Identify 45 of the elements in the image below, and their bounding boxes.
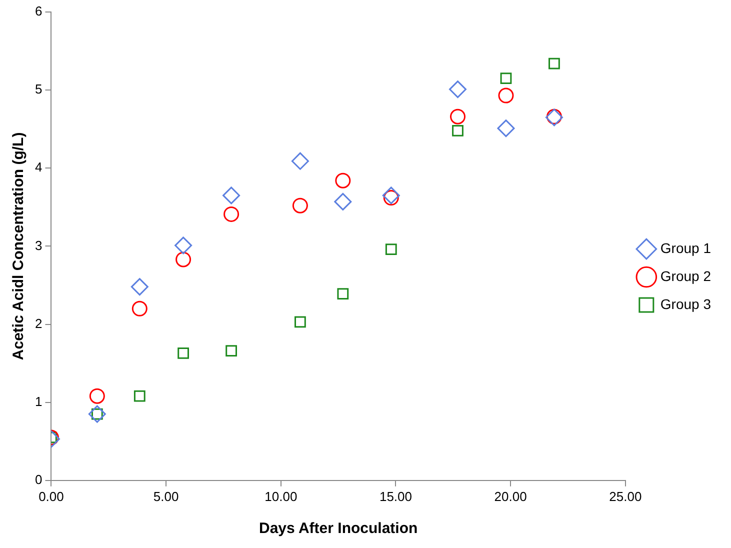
point xyxy=(89,388,105,404)
y-tick-label: 3 xyxy=(34,238,42,253)
point xyxy=(450,108,466,124)
y-tick-label: 2 xyxy=(34,316,42,331)
y-tick-label: 1 xyxy=(34,394,42,409)
point xyxy=(498,88,514,104)
x-tick-label: 5.00 xyxy=(153,488,179,504)
point xyxy=(337,288,349,300)
point xyxy=(291,152,309,170)
legend-label: Group 1 xyxy=(660,240,712,256)
point xyxy=(292,198,308,214)
y-tick-label: 4 xyxy=(34,160,42,175)
y-tick-label: 5 xyxy=(34,82,42,97)
point xyxy=(294,316,306,328)
x-tick-label: 15.00 xyxy=(379,488,412,504)
point xyxy=(132,300,148,316)
point xyxy=(224,206,240,222)
point xyxy=(176,252,192,268)
x-tick-label: 10.00 xyxy=(264,488,298,504)
point xyxy=(383,190,399,206)
point xyxy=(385,244,397,256)
x-axis-title: Days After Inoculation xyxy=(259,520,418,538)
x-tick-label: 25.00 xyxy=(609,488,642,504)
point xyxy=(335,172,351,188)
point xyxy=(449,80,467,98)
point xyxy=(497,120,515,138)
legend-label: Group 3 xyxy=(660,296,712,312)
point xyxy=(134,390,146,402)
point xyxy=(88,405,106,423)
point xyxy=(178,347,189,359)
x-tick-label: 20.00 xyxy=(494,488,527,504)
point xyxy=(334,192,352,210)
point xyxy=(382,186,400,204)
point xyxy=(548,58,560,70)
point xyxy=(130,278,148,296)
point xyxy=(174,236,192,254)
y-tick-label: 0 xyxy=(34,472,42,487)
point xyxy=(222,186,240,204)
y-axis-title: Acetic Acidl Concentration (g/L) xyxy=(10,132,28,360)
point xyxy=(452,124,464,136)
point xyxy=(500,72,512,84)
y-tick-label: 6 xyxy=(34,4,42,19)
x-tick-label: 0.00 xyxy=(38,488,64,504)
point xyxy=(226,345,237,357)
legend-label: Group 2 xyxy=(660,268,712,284)
